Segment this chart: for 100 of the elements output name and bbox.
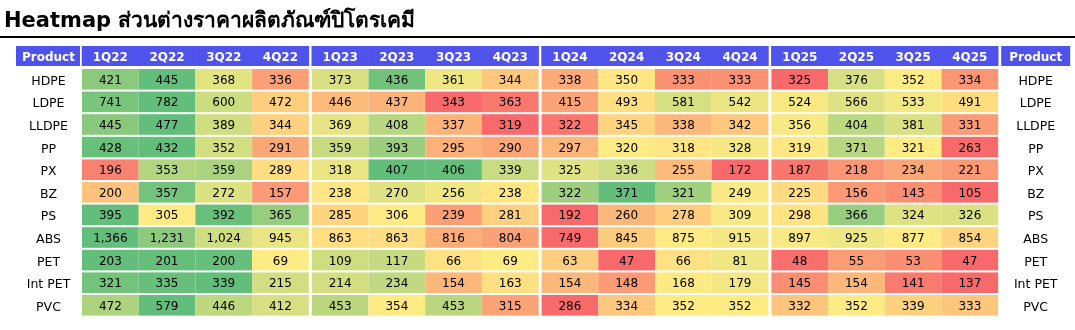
data-label: 749	[558, 231, 582, 245]
y2-tick-label: Int PET	[1013, 276, 1058, 292]
y2-tick-label: HDPE	[1018, 72, 1054, 88]
data-label: 322	[558, 118, 582, 132]
data-label: 291	[269, 140, 292, 155]
data-label: 369	[328, 118, 352, 132]
y2-tick-label: BZ	[1027, 185, 1045, 201]
data-label: 315	[498, 298, 522, 313]
data-label: 337	[442, 118, 465, 132]
data-label: 445	[98, 118, 122, 132]
data-label: 782	[155, 95, 179, 110]
y-tick-label: LDPE	[32, 95, 65, 111]
data-label: 263	[958, 140, 982, 155]
data-label: 318	[328, 163, 352, 178]
y2-tick-label: LLDPE	[1016, 118, 1056, 133]
data-label: 352	[728, 298, 752, 313]
data-label: 319	[498, 118, 522, 132]
data-label: 338	[558, 72, 582, 87]
x-tick-label: 3Q22	[206, 49, 242, 64]
data-label: 66	[445, 253, 462, 268]
data-label: 345	[615, 118, 639, 132]
data-label: 339	[498, 163, 522, 178]
data-label: 249	[728, 185, 752, 200]
data-label: 415	[558, 95, 582, 110]
x-tick-label: 4Q22	[262, 49, 299, 64]
data-label: 63	[562, 253, 578, 268]
data-label: 334	[958, 72, 982, 87]
data-label: 335	[155, 276, 179, 291]
data-label: 334	[615, 298, 639, 313]
data-label: 270	[385, 185, 409, 200]
data-label: 1,024	[206, 231, 241, 245]
data-label: 225	[788, 185, 812, 200]
data-label: 376	[845, 72, 868, 87]
data-label: 343	[442, 95, 465, 110]
data-label: 359	[328, 140, 352, 155]
data-label: 81	[732, 253, 748, 268]
data-label: 863	[328, 231, 352, 245]
data-label: 320	[615, 140, 639, 155]
data-label: 945	[269, 231, 292, 245]
data-label: 297	[558, 140, 582, 155]
data-label: 333	[728, 72, 752, 87]
data-label: 214	[328, 276, 352, 291]
data-label: 542	[728, 95, 752, 110]
data-label: 238	[328, 185, 352, 200]
data-label: 109	[328, 253, 352, 268]
data-label: 366	[845, 208, 868, 223]
data-label: 392	[212, 208, 236, 223]
data-label: 356	[788, 118, 812, 132]
data-label: 154	[442, 276, 465, 291]
data-label: 203	[98, 253, 122, 268]
data-label: 446	[212, 298, 236, 313]
x-tick-label: 2Q25	[838, 49, 875, 64]
x-tick-label: 3Q24	[665, 49, 701, 64]
data-label: 339	[901, 298, 925, 313]
data-label: 877	[901, 231, 925, 245]
data-label: 342	[728, 118, 752, 132]
data-label: 493	[615, 95, 639, 110]
data-label: 1,366	[93, 231, 128, 245]
data-label: 581	[671, 95, 695, 110]
data-label: 436	[385, 72, 409, 87]
data-label: 408	[385, 118, 409, 132]
data-label: 339	[212, 276, 236, 291]
data-label: 453	[442, 298, 465, 313]
data-label: 239	[442, 208, 465, 223]
data-label: 321	[901, 140, 925, 155]
y-tick-label: ABS	[36, 231, 61, 246]
data-label: 421	[98, 72, 122, 87]
data-label: 600	[212, 95, 236, 110]
data-label: 326	[958, 208, 982, 223]
data-label: 157	[269, 185, 292, 200]
data-label: 925	[845, 231, 868, 245]
data-label: 741	[98, 95, 122, 110]
data-label: 491	[958, 95, 982, 110]
data-label: 350	[615, 72, 639, 87]
data-label: 196	[98, 163, 122, 178]
data-label: 336	[615, 163, 639, 178]
x-tick-label: 2Q22	[149, 49, 185, 64]
data-label: 344	[269, 118, 292, 132]
data-label: 318	[671, 140, 695, 155]
data-label: 432	[155, 140, 179, 155]
data-label: 55	[848, 253, 865, 268]
data-label: 148	[615, 276, 639, 291]
y-axis-title: Product	[22, 49, 76, 64]
chart-title: Heatmap ส่วนต่างราคาผลิตภัณฑ์ปิโตรเคมี	[4, 7, 416, 32]
data-label: 371	[845, 140, 868, 155]
data-label: 290	[498, 140, 522, 155]
data-label: 215	[269, 276, 292, 291]
y2-tick-label: LDPE	[1019, 95, 1052, 111]
data-label: 47	[962, 253, 978, 268]
data-label: 322	[558, 185, 582, 200]
data-label: 179	[728, 276, 752, 291]
data-label: 445	[155, 72, 179, 87]
data-label: 156	[845, 185, 868, 200]
data-label: 200	[212, 253, 236, 268]
y-tick-label: PP	[40, 140, 57, 156]
data-label: 477	[155, 118, 179, 132]
data-label: 278	[671, 208, 695, 223]
x-tick-label: 1Q25	[782, 49, 818, 64]
data-label: 336	[269, 72, 292, 87]
data-label: 381	[901, 118, 925, 132]
